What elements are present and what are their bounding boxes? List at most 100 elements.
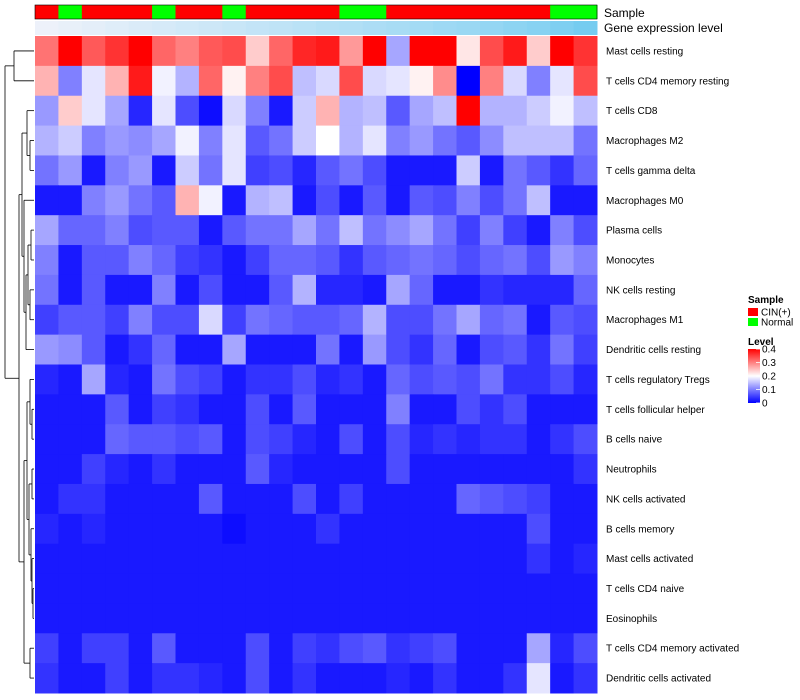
heatmap-cell-r2-c15 [362,65,387,97]
heatmap-cell-r19-c23 [550,573,575,604]
sample-cell-11 [269,5,294,19]
heatmap-cell-r22-c14 [339,663,364,694]
heatmap-cell-r3-c11 [269,95,294,127]
heatmap-cell-r12-c6 [152,364,176,395]
heatmap-cell-r2-c9 [222,65,247,97]
heatmap-cell-r11-c20 [479,334,504,365]
heatmap-cell-r11-c13 [316,334,340,365]
heatmap-cell-r3-c17 [409,95,434,127]
heatmap-cell-r5-c3 [81,155,106,186]
heatmap-cell-r14-c4 [105,424,130,455]
heatmap-cell-r1-c12 [292,36,317,67]
legend-level-tick-4: 0.1 [762,385,776,396]
heatmap-cell-r9-c20 [479,274,504,306]
heatmap-cell-r21-c6 [152,633,176,664]
heatmap-cell-r12-c12 [292,364,317,395]
heatmap-cell-r12-c19 [456,364,481,395]
heatmap-cell-r16-c1 [35,483,59,515]
heatmap-cell-r5-c17 [409,155,434,186]
heatmap-cell-r1-c4 [105,36,130,67]
heatmap-cell-r18-c8 [198,543,223,575]
heatmap-cell-r7-c5 [128,215,153,246]
heatmap-cell-r16-c15 [362,483,387,515]
heatmap-cell-r1-c2 [58,36,83,67]
heatmap-cell-r18-c4 [105,543,130,575]
heatmap-cell-r18-c19 [456,543,481,575]
heatmap-cell-r5-c13 [316,155,340,186]
expression-cell-22 [526,21,551,35]
heatmap-cell-r20-c8 [198,603,223,634]
heatmap-cell-r16-c22 [526,483,551,515]
heatmap-cell-r3-c12 [292,95,317,127]
heatmap-cell-r16-c12 [292,483,317,515]
heatmap-cell-r8-c8 [198,245,223,276]
heatmap-cell-r20-c9 [222,603,247,634]
heatmap-cell-r10-c8 [198,304,223,336]
heatmap-cell-r22-c11 [269,663,294,694]
heatmap-cell-r18-c15 [362,543,387,575]
heatmap-cell-r7-c18 [433,215,457,246]
heatmap-cell-r5-c7 [175,155,200,186]
heatmap-cell-r16-c17 [409,483,434,515]
heatmap-cell-r2-c2 [58,65,83,97]
heatmap-cell-r11-c12 [292,334,317,365]
heatmap-cell-r5-c22 [526,155,551,186]
heatmap-cell-r5-c23 [550,155,575,186]
heatmap-cell-r4-c8 [198,125,223,156]
heatmap-cell-r22-c21 [503,663,528,694]
heatmap-cell-r1-c23 [550,36,575,67]
heatmap-cell-r11-c19 [456,334,481,365]
heatmap-cell-r2-c12 [292,65,317,97]
heatmap-cell-r4-c24 [573,125,598,156]
heatmap-cell-r15-c14 [339,454,364,485]
heatmap-cell-r9-c3 [81,274,106,306]
heatmap-cell-r7-c21 [503,215,528,246]
heatmap-cell-r14-c7 [175,424,200,455]
heatmap-cell-r17-c8 [198,513,223,545]
heatmap-cell-r14-c19 [456,424,481,455]
heatmap-cell-r12-c1 [35,364,59,395]
heatmap-cell-r21-c21 [503,633,528,664]
heatmap-cell-r7-c3 [81,215,106,246]
heatmap-cell-r22-c10 [245,663,270,694]
expression-cell-3 [81,21,106,35]
heatmap-cell-r18-c2 [58,543,83,575]
heatmap-cell-r22-c12 [292,663,317,694]
sample-cell-7 [175,5,200,19]
heatmap-cell-r14-c15 [362,424,387,455]
heatmap-cell-r20-c2 [58,603,83,634]
heatmap-cell-r10-c15 [362,304,387,336]
heatmap-cell-r3-c24 [573,95,598,127]
heatmap-cell-r5-c24 [573,155,598,186]
heatmap-cell-r22-c8 [198,663,223,694]
heatmap-cell-r8-c24 [573,245,598,276]
heatmap-cell-r21-c8 [198,633,223,664]
row-label-20: Eosinophils [606,614,657,625]
heatmap-cell-r22-c24 [573,663,598,694]
heatmap-cell-r18-c18 [433,543,457,575]
heatmap-cell-r2-c8 [198,65,223,97]
heatmap-cell-r4-c10 [245,125,270,156]
heatmap-cell-r19-c21 [503,573,528,604]
heatmap-cell-r10-c4 [105,304,130,336]
heatmap-cell-r9-c5 [128,274,153,306]
heatmap-cell-r15-c10 [245,454,270,485]
heatmap-cell-r6-c15 [362,185,387,216]
heatmap-cell-r13-c18 [433,394,457,425]
heatmap-cell-r3-c6 [152,95,176,127]
heatmap-cell-r14-c5 [128,424,153,455]
heatmap-cell-r13-c1 [35,394,59,425]
heatmap-cell-r13-c12 [292,394,317,425]
legend-sample-title: Sample [748,295,784,306]
heatmap-cell-r7-c2 [58,215,83,246]
heatmap-cell-r22-c6 [152,663,176,694]
heatmap-cell-r22-c1 [35,663,59,694]
heatmap-cell-r6-c12 [292,185,317,216]
heatmap-cell-r14-c2 [58,424,83,455]
heatmap-cell-r1-c1 [35,36,59,67]
heatmap-cell-r12-c7 [175,364,200,395]
heatmap-cell-r18-c3 [81,543,106,575]
heatmap-cell-r15-c16 [386,454,411,485]
heatmap-cell-r17-c18 [433,513,457,545]
heatmap-cell-r20-c10 [245,603,270,634]
